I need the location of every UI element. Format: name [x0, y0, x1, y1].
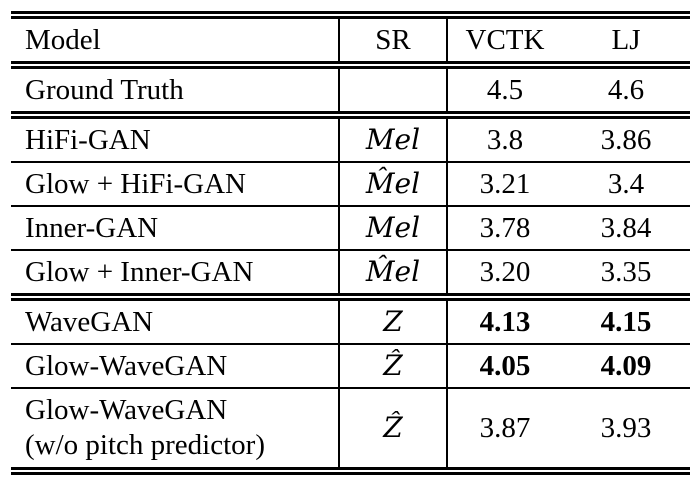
- lj-score-cell: 4.6: [562, 65, 690, 119]
- lj-score-cell: 3.93: [600, 412, 652, 444]
- model-cell: Ground Truth: [11, 65, 339, 119]
- row-inner-gan: Inner-GAN Mel 3.78 3.84: [11, 206, 690, 251]
- column-header-lj: LJ: [562, 15, 690, 69]
- row-glow-inner-gan: Glow + Inner-GAN M̂el 3.20 3.35: [11, 250, 690, 301]
- sr-cell: Ẑ: [338, 344, 448, 389]
- vctk-score-cell: 3.87: [479, 412, 531, 444]
- column-header-sr: SR: [338, 15, 448, 69]
- model-cell: Glow + HiFi-GAN: [11, 162, 339, 207]
- model-cell: Glow + Inner-GAN: [11, 250, 339, 301]
- model-cell: HiFi-GAN: [11, 115, 339, 163]
- lj-score-cell: 3.86: [562, 115, 690, 163]
- vctk-score-cell: 3.21: [447, 162, 562, 207]
- model-cell: Glow-WaveGAN: [11, 344, 339, 389]
- lj-score-cell: 3.84: [562, 206, 690, 251]
- row-ground-truth: Ground Truth 4.5 4.6: [11, 65, 690, 119]
- row-wavegan: WaveGAN Z 4.13 4.15: [11, 297, 690, 345]
- vctk-score-cell: 4.13: [447, 297, 562, 345]
- sr-cell: [338, 65, 448, 119]
- row-glow-hifi-gan: Glow + HiFi-GAN M̂el 3.21 3.4: [11, 162, 690, 207]
- sr-cell: Mel: [338, 115, 448, 163]
- column-header-vctk: VCTK: [447, 15, 562, 69]
- row-hifi-gan: HiFi-GAN Mel 3.8 3.86: [11, 115, 690, 163]
- row-glow-wavegan: Glow-WaveGAN Ẑ 4.05 4.09: [11, 344, 690, 389]
- sr-cell: Mel: [338, 206, 448, 251]
- sr-cell: Z: [338, 297, 448, 345]
- lj-score-cell: 3.4: [562, 162, 690, 207]
- sr-cell: Ẑ: [338, 388, 448, 471]
- vctk-score-cell: 4.5: [447, 65, 562, 119]
- vctk-score-cell: 3.8: [447, 115, 562, 163]
- vctk-score-cell: 3.20: [447, 250, 562, 301]
- header-row: Model SR VCTK LJ: [11, 15, 690, 69]
- model-cell: WaveGAN: [11, 297, 339, 345]
- vctk-score-cell: 4.05: [447, 344, 562, 389]
- mos-results-table: Model SR VCTK LJ Ground Truth 4.5 4.6 Hi…: [11, 11, 690, 475]
- model-note-line: (w/o pitch predictor): [25, 429, 265, 461]
- model-cell: Inner-GAN: [11, 206, 339, 251]
- sr-cell: M̂el: [338, 250, 448, 301]
- column-header-model: Model: [11, 15, 339, 69]
- lj-score-cell: 4.15: [562, 297, 690, 345]
- vctk-score-cell: 3.78: [447, 206, 562, 251]
- lj-score-cell: 3.35: [562, 250, 690, 301]
- model-name-line: Glow-WaveGAN: [25, 394, 228, 426]
- model-cell: Glow-WaveGAN (w/o pitch predictor): [11, 388, 339, 471]
- sr-cell: M̂el: [338, 162, 448, 207]
- lj-score-cell: 4.09: [562, 344, 690, 389]
- row-glow-wavegan-no-pitch: Glow-WaveGAN (w/o pitch predictor) Ẑ 3.…: [11, 388, 690, 471]
